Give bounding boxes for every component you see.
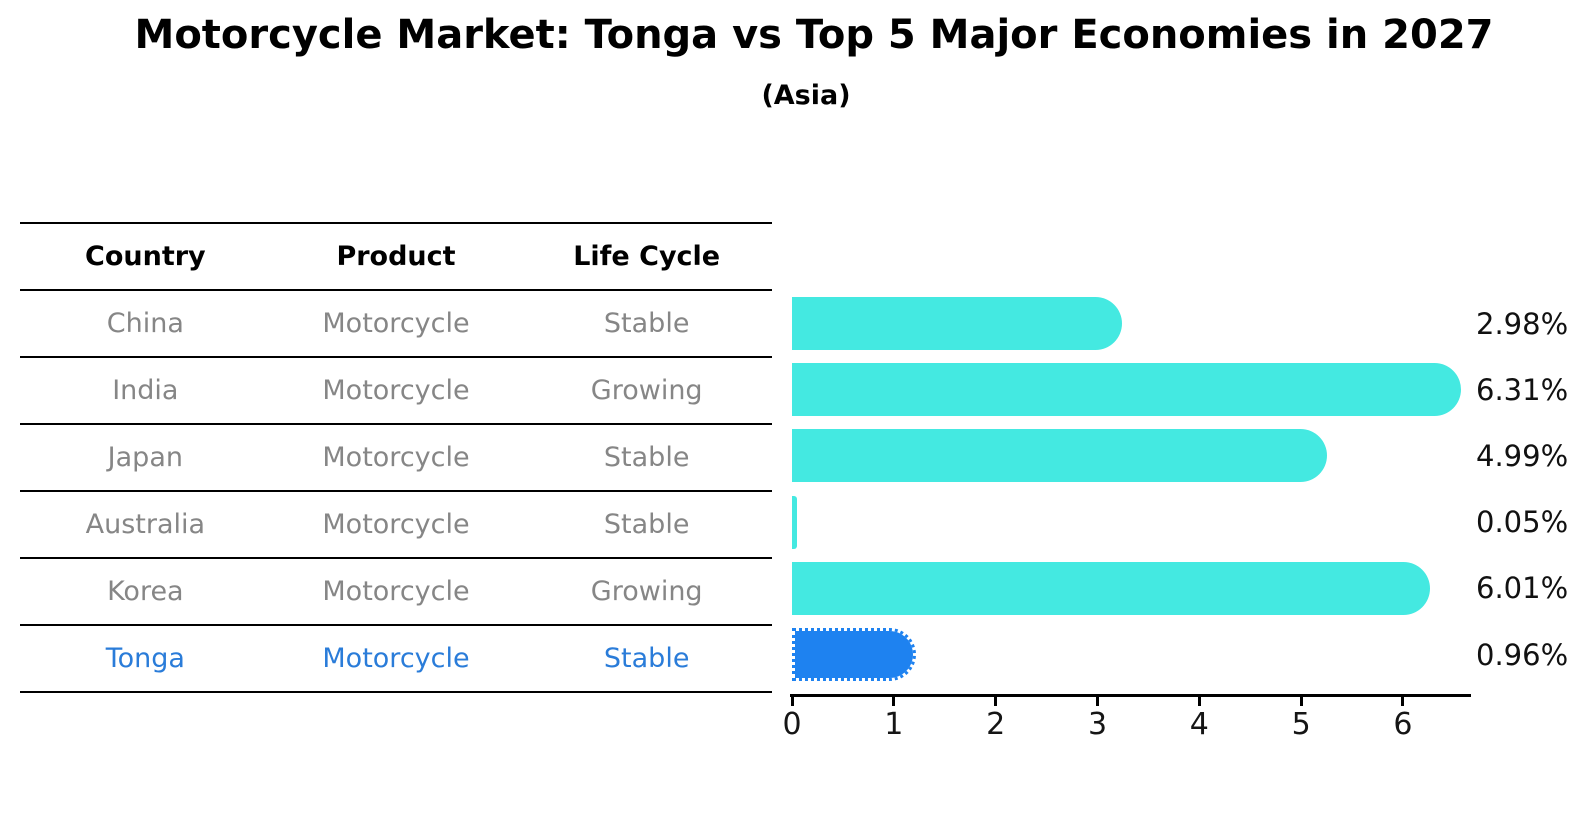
table-cell-life-cycle: Stable <box>603 509 690 540</box>
table-row: Japan Motorcycle Stable <box>20 425 772 492</box>
table-cell-product: Motorcycle <box>322 509 470 540</box>
table-cell-life-cycle: Growing <box>590 576 703 607</box>
table-cell-country: China <box>106 308 184 339</box>
bar-value-label: 4.99% <box>1476 438 1569 473</box>
bar <box>792 297 1122 350</box>
table-cell-life-cycle: Growing <box>590 375 703 406</box>
table-row: Tonga Motorcycle Stable <box>20 626 772 693</box>
table-cell-product: Motorcycle <box>322 442 470 473</box>
bar <box>792 429 1327 483</box>
bar-value-label: 0.05% <box>1476 505 1569 540</box>
axis-tick <box>1197 697 1201 706</box>
table-row: Australia Motorcycle Stable <box>20 492 772 559</box>
axis-tick-label: 3 <box>1087 707 1108 742</box>
axis-tick-label: 1 <box>884 707 904 742</box>
table-cell-life-cycle: Stable <box>603 643 690 674</box>
table-cell-product: Motorcycle <box>322 643 470 674</box>
axis-tick-label: 4 <box>1189 707 1209 742</box>
table-cell-life-cycle: Stable <box>603 308 690 339</box>
axis-tick-label: 2 <box>986 707 1006 742</box>
table-row: Korea Motorcycle Growing <box>20 559 772 626</box>
axis-tick <box>1299 697 1303 706</box>
bar <box>792 495 798 549</box>
country-table: Country Product Life Cycle China Motorcyc… <box>20 222 772 693</box>
page-subtitle: (Asia) <box>761 80 851 111</box>
column-header-product: Product <box>336 241 456 272</box>
table-row: China Motorcycle Stable <box>20 291 772 358</box>
page-title: Motorcycle Market: Tonga vs Top 5 Major … <box>134 12 1494 58</box>
table-cell-country: Japan <box>107 442 183 473</box>
bar <box>792 561 1431 615</box>
axis-tick <box>892 697 896 706</box>
table-cell-product: Motorcycle <box>322 375 470 406</box>
table-row: India Motorcycle Growing <box>20 358 772 425</box>
x-axis-line <box>790 694 1471 697</box>
column-header-life-cycle: Life Cycle <box>573 241 721 272</box>
table-cell-product: Motorcycle <box>322 576 470 607</box>
bar-highlight <box>792 628 917 682</box>
column-header-country: Country <box>85 241 206 272</box>
axis-tick <box>1401 697 1405 706</box>
table-body: China Motorcycle Stable India Motorcycle Grow… <box>20 291 772 693</box>
bar <box>792 363 1462 417</box>
bar-value-label: 6.31% <box>1476 372 1569 407</box>
table-header-row: Country Product Life Cycle <box>20 224 772 291</box>
bar-value-label: 6.01% <box>1476 571 1569 606</box>
table-cell-country: India <box>112 375 179 406</box>
axis-tick <box>1095 697 1099 706</box>
table-cell-product: Motorcycle <box>322 308 470 339</box>
axis-tick <box>994 697 998 706</box>
table-cell-country: Tonga <box>105 643 185 674</box>
table-cell-life-cycle: Stable <box>603 442 690 473</box>
axis-tick-label: 0 <box>782 707 802 742</box>
axis-tick <box>790 697 794 706</box>
bar-value-label: 0.96% <box>1476 637 1569 672</box>
bar-value-label: 2.98% <box>1476 306 1569 341</box>
axis-tick-label: 6 <box>1393 707 1413 742</box>
axis-tick-label: 5 <box>1291 707 1311 742</box>
table-cell-country: Australia <box>85 509 206 540</box>
table-cell-country: Korea <box>107 576 184 607</box>
